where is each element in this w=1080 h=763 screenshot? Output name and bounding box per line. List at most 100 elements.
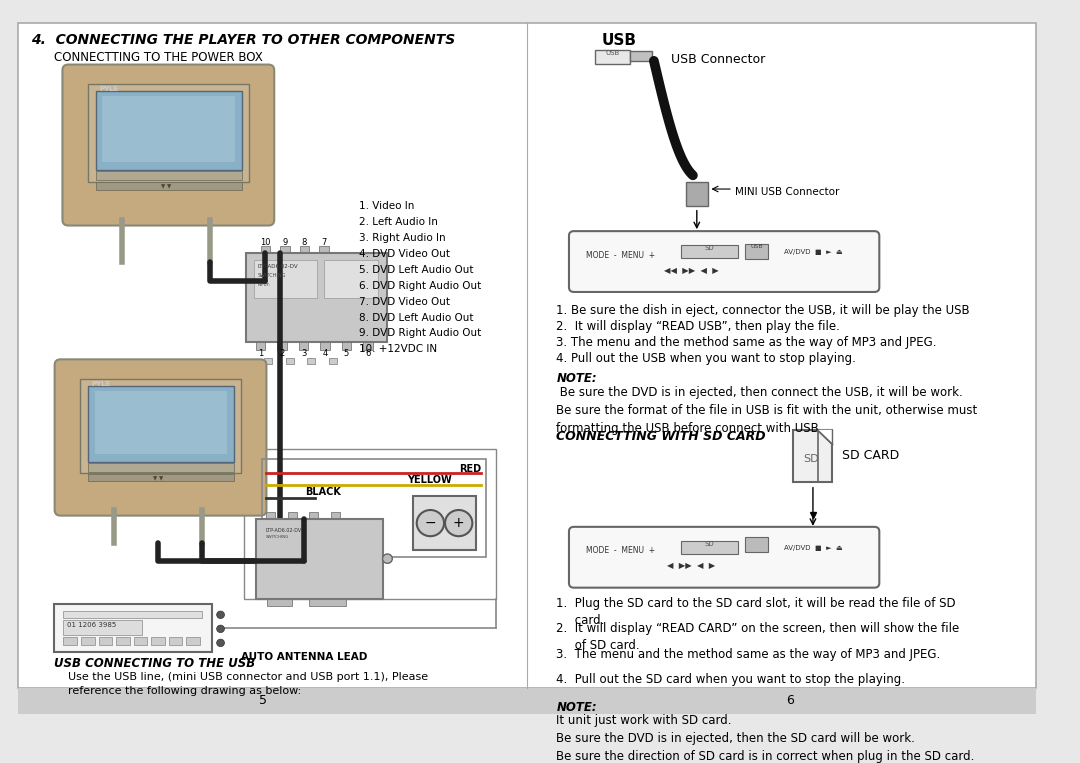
Text: USB CONNECTING TO THE USB: USB CONNECTING TO THE USB <box>54 657 255 670</box>
Text: 8: 8 <box>301 238 307 246</box>
Bar <box>744 537 768 552</box>
Text: AV/DVD  ■  ►  ⏏: AV/DVD ■ ► ⏏ <box>784 545 842 551</box>
FancyBboxPatch shape <box>63 65 274 226</box>
Bar <box>80 379 241 472</box>
Bar <box>151 637 165 645</box>
Text: 01 1206 3985: 01 1206 3985 <box>67 623 117 628</box>
Bar <box>309 512 319 520</box>
Text: SWITCHING: SWITCHING <box>258 273 286 278</box>
Text: USB: USB <box>602 33 636 48</box>
Bar <box>280 246 289 253</box>
Text: PYLE: PYLE <box>92 381 111 387</box>
Bar <box>87 385 234 462</box>
Text: 10: 10 <box>260 238 271 246</box>
Text: 5: 5 <box>259 694 268 707</box>
Bar <box>87 84 248 182</box>
Text: SD: SD <box>804 454 819 464</box>
Bar <box>794 430 833 482</box>
Bar <box>81 637 95 645</box>
Bar <box>308 359 315 364</box>
Text: ▼ ▼: ▼ ▼ <box>161 185 171 189</box>
Bar <box>246 253 388 342</box>
Text: 7: 7 <box>322 238 326 246</box>
Text: YELLOW: YELLOW <box>407 475 451 485</box>
Bar <box>117 637 130 645</box>
Text: 2.  It will display “READ CARD” on the screen, then will show the file
     of S: 2. It will display “READ CARD” on the sc… <box>556 623 959 652</box>
Text: ◀  ▶▶  ◀  ▶: ◀ ▶▶ ◀ ▶ <box>666 562 715 571</box>
Bar <box>288 512 297 520</box>
Text: NOTE:: NOTE: <box>556 372 597 385</box>
Bar <box>256 520 382 599</box>
Text: CONNECTTING WITH SD CARD: CONNECTTING WITH SD CARD <box>556 430 766 443</box>
Bar <box>319 246 329 253</box>
Bar <box>329 359 337 364</box>
Text: 8. DVD Left Audio Out: 8. DVD Left Audio Out <box>360 313 474 323</box>
Text: 9. DVD Right Audio Out: 9. DVD Right Audio Out <box>360 328 482 339</box>
Bar <box>256 342 266 350</box>
Text: 3: 3 <box>301 349 307 358</box>
Circle shape <box>445 510 472 536</box>
Circle shape <box>217 639 225 646</box>
Text: 7. DVD Video Out: 7. DVD Video Out <box>360 297 450 307</box>
Bar <box>681 245 738 258</box>
Bar <box>134 637 147 645</box>
Bar <box>103 96 235 162</box>
Bar <box>96 171 242 179</box>
Text: 4.  Pull out the SD card when you want to stop the playing.: 4. Pull out the SD card when you want to… <box>556 673 905 686</box>
Text: MINI USB Connector: MINI USB Connector <box>734 187 839 197</box>
Bar <box>278 342 287 350</box>
Text: −: − <box>424 516 436 530</box>
Text: 6: 6 <box>786 694 795 707</box>
Bar <box>64 637 77 645</box>
Text: It unit just work with SD card.
Be sure the DVD is in ejected, then the SD card : It unit just work with SD card. Be sure … <box>556 714 974 763</box>
Bar <box>64 611 202 617</box>
Circle shape <box>217 625 225 633</box>
Bar <box>17 687 1037 714</box>
Text: Be sure the DVD is in ejected, then connect the USB, it will be work.
Be sure th: Be sure the DVD is in ejected, then conn… <box>556 385 977 435</box>
Bar <box>54 604 212 652</box>
Bar <box>744 244 768 259</box>
Bar <box>413 496 476 550</box>
Text: AV/DVD  ■  ►  ⏏: AV/DVD ■ ► ⏏ <box>784 249 842 255</box>
Circle shape <box>417 510 444 536</box>
Text: CONNECTTING TO THE POWER BOX: CONNECTTING TO THE POWER BOX <box>54 50 262 63</box>
Bar <box>64 620 141 636</box>
Bar <box>187 637 200 645</box>
Bar <box>261 459 486 557</box>
Bar <box>686 182 707 206</box>
Text: 1. Be sure the dish in eject, connector the USB, it will be play the USB: 1. Be sure the dish in eject, connector … <box>556 304 970 317</box>
Text: SWITCHING: SWITCHING <box>266 536 288 539</box>
Text: SD: SD <box>704 541 714 547</box>
FancyBboxPatch shape <box>55 359 267 516</box>
Text: +: + <box>453 516 464 530</box>
Text: 10. +12VDC IN: 10. +12VDC IN <box>360 344 437 354</box>
Text: 3.  The menu and the method same as the way of MP3 and JPEG.: 3. The menu and the method same as the w… <box>556 648 941 661</box>
Bar <box>330 512 339 520</box>
Bar <box>363 342 373 350</box>
Bar <box>320 342 329 350</box>
Text: LTP-AD6.02-DV: LTP-AD6.02-DV <box>266 528 301 533</box>
Text: INPUT:: INPUT: <box>258 282 271 287</box>
Text: USB Connector: USB Connector <box>672 53 766 66</box>
Text: NOTE:: NOTE: <box>556 701 597 714</box>
Bar <box>254 260 318 298</box>
Bar <box>265 359 272 364</box>
Text: 1: 1 <box>258 349 264 358</box>
FancyBboxPatch shape <box>569 526 879 588</box>
Text: SD: SD <box>704 245 714 251</box>
Text: USB: USB <box>606 50 620 56</box>
Bar <box>324 525 370 558</box>
Text: LTP-AD6.02-DV: LTP-AD6.02-DV <box>258 264 298 269</box>
Text: 1. Video In: 1. Video In <box>360 201 415 211</box>
Text: 2: 2 <box>280 349 285 358</box>
Bar <box>260 246 270 253</box>
Text: PYLE: PYLE <box>99 86 119 92</box>
Text: 9: 9 <box>282 238 287 246</box>
Bar <box>631 51 652 61</box>
Text: SD CARD: SD CARD <box>842 449 900 462</box>
Text: 2. Left Audio In: 2. Left Audio In <box>360 217 438 227</box>
Bar <box>87 463 234 472</box>
Bar <box>681 541 738 554</box>
Bar <box>299 342 309 350</box>
Circle shape <box>382 554 392 563</box>
